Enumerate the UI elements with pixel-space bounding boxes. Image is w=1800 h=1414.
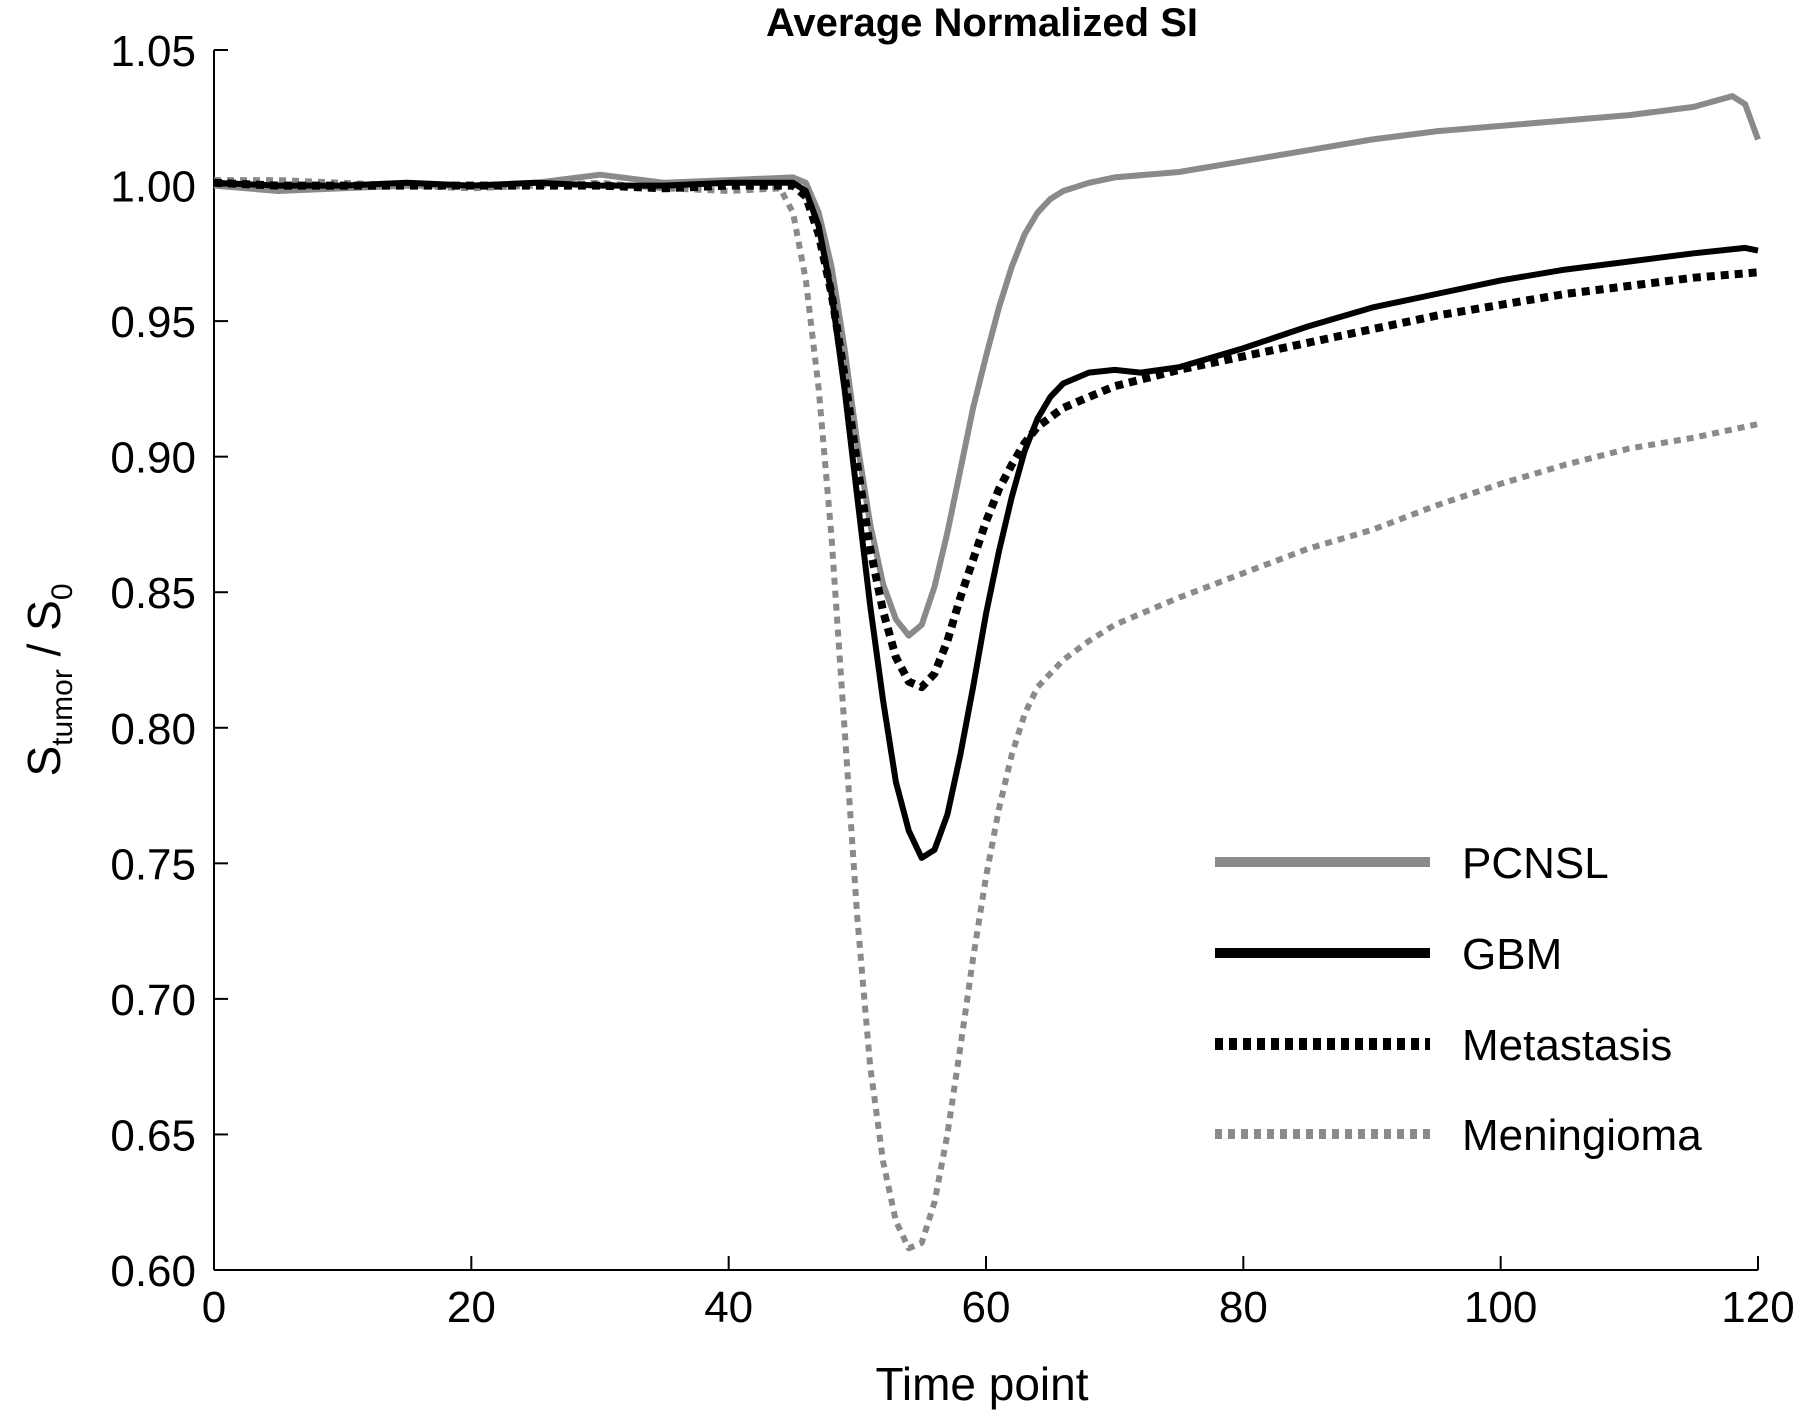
y-axis-label-sub2: 0 <box>46 583 79 600</box>
ticks-layer: 0 20 40 60 80 100 120 0.60 0.65 0.70 0.75 0.80 0.85 0… <box>110 27 1794 1332</box>
x-tick-label: 100 <box>1464 1283 1537 1332</box>
legend-label-pcnsl: PCNSL <box>1462 839 1609 888</box>
legend: PCNSL GBM Metastasis Meningioma <box>1215 839 1702 1160</box>
y-tick-label: 0.80 <box>110 705 196 754</box>
y-tick-label: 0.85 <box>110 569 196 618</box>
x-tick-label: 80 <box>1219 1283 1268 1332</box>
legend-label-meningioma: Meningioma <box>1462 1111 1702 1160</box>
series-line-pcnsl <box>213 93 1761 639</box>
x-tick-label: 40 <box>704 1283 753 1332</box>
y-axis-label-sep: / S <box>18 600 70 669</box>
series-line-gbm <box>213 179 1759 861</box>
chart-title: Average Normalized SI <box>766 1 1198 45</box>
y-axis-label-main: S <box>18 746 70 777</box>
x-tick-label: 20 <box>447 1283 496 1332</box>
y-axis-label-sub: tumor <box>46 669 79 746</box>
series-line-meningioma <box>214 177 1759 1252</box>
x-tick-label: 60 <box>962 1283 1011 1332</box>
y-tick-label: 0.75 <box>110 840 196 889</box>
x-tick-label: 0 <box>202 1283 226 1332</box>
x-tick-label: 120 <box>1721 1283 1794 1332</box>
legend-label-gbm: GBM <box>1462 930 1562 979</box>
legend-label-metastasis: Metastasis <box>1462 1021 1672 1070</box>
x-axis-label: Time point <box>875 1358 1088 1410</box>
y-tick-label: 1.05 <box>110 27 196 76</box>
y-tick-label: 0.70 <box>110 976 196 1025</box>
y-tick-label: 0.65 <box>110 1111 196 1160</box>
y-axis-label: Stumor / S0 <box>18 583 79 776</box>
plot-frame <box>213 50 1758 1271</box>
y-tick-label: 1.00 <box>110 163 196 212</box>
y-tick-label: 0.60 <box>110 1247 196 1296</box>
y-tick-label: 0.90 <box>110 434 196 483</box>
y-tick-label: 0.95 <box>110 298 196 347</box>
series-layer <box>213 93 1761 1252</box>
